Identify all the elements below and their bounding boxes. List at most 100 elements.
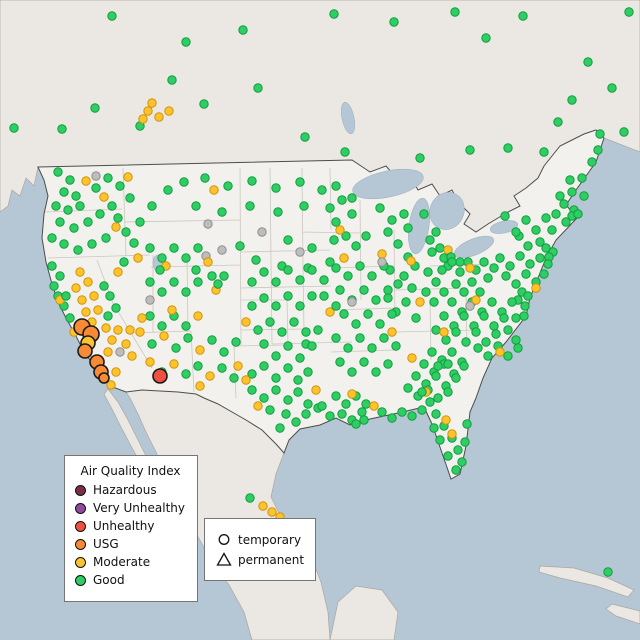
- station-marker[interactable]: [439, 327, 449, 337]
- station-marker[interactable]: [511, 335, 521, 345]
- station-marker[interactable]: [359, 357, 369, 367]
- station-marker[interactable]: [465, 145, 475, 155]
- station-marker[interactable]: [462, 419, 472, 429]
- station-marker[interactable]: [275, 423, 285, 433]
- station-marker[interactable]: [383, 227, 393, 237]
- station-marker[interactable]: [271, 277, 281, 287]
- station-marker[interactable]: [421, 287, 431, 297]
- station-marker[interactable]: [157, 253, 167, 263]
- station-marker[interactable]: [340, 147, 350, 157]
- station-marker[interactable]: [423, 267, 433, 277]
- station-marker[interactable]: [473, 343, 483, 353]
- station-marker[interactable]: [459, 287, 469, 297]
- station-marker[interactable]: [209, 185, 219, 195]
- station-marker[interactable]: [145, 295, 155, 305]
- station-marker[interactable]: [271, 373, 281, 383]
- station-marker[interactable]: [181, 287, 191, 297]
- station-marker[interactable]: [391, 341, 401, 351]
- station-marker[interactable]: [113, 213, 123, 223]
- station-marker[interactable]: [113, 325, 123, 335]
- station-marker[interactable]: [359, 285, 369, 295]
- station-marker[interactable]: [403, 383, 413, 393]
- station-marker[interactable]: [377, 249, 387, 259]
- station-marker[interactable]: [191, 201, 201, 211]
- station-marker[interactable]: [435, 243, 445, 253]
- station-marker[interactable]: [238, 25, 248, 35]
- station-marker[interactable]: [441, 335, 451, 345]
- station-marker[interactable]: [157, 321, 167, 331]
- station-marker[interactable]: [47, 233, 57, 243]
- station-marker[interactable]: [319, 291, 329, 301]
- station-marker[interactable]: [251, 255, 261, 265]
- station-marker[interactable]: [459, 361, 469, 371]
- station-marker[interactable]: [259, 393, 269, 403]
- station-marker[interactable]: [439, 287, 449, 297]
- station-marker[interactable]: [329, 9, 339, 19]
- station-marker[interactable]: [519, 311, 529, 321]
- station-marker[interactable]: [460, 437, 470, 447]
- station-marker[interactable]: [195, 381, 205, 391]
- station-marker[interactable]: [247, 385, 257, 395]
- station-marker[interactable]: [138, 114, 148, 124]
- station-marker[interactable]: [181, 253, 191, 263]
- station-marker[interactable]: [415, 153, 425, 163]
- station-marker[interactable]: [283, 395, 293, 405]
- station-marker[interactable]: [450, 7, 460, 17]
- station-marker[interactable]: [603, 567, 613, 577]
- station-marker[interactable]: [75, 267, 85, 277]
- station-marker[interactable]: [389, 17, 399, 27]
- station-marker[interactable]: [95, 209, 105, 219]
- station-marker[interactable]: [143, 106, 153, 116]
- station-marker[interactable]: [69, 223, 79, 233]
- station-marker[interactable]: [541, 213, 551, 223]
- station-marker[interactable]: [49, 281, 59, 291]
- station-marker[interactable]: [441, 415, 451, 425]
- station-marker[interactable]: [71, 283, 81, 293]
- station-marker[interactable]: [77, 295, 87, 305]
- station-marker[interactable]: [205, 371, 215, 381]
- station-marker[interactable]: [343, 343, 353, 353]
- station-marker[interactable]: [511, 227, 521, 237]
- station-marker[interactable]: [331, 391, 341, 401]
- station-marker[interactable]: [481, 337, 491, 347]
- station-marker[interactable]: [99, 192, 109, 202]
- station-marker[interactable]: [283, 363, 293, 373]
- station-marker[interactable]: [499, 313, 509, 323]
- station-marker[interactable]: [447, 257, 457, 267]
- station-marker[interactable]: [447, 347, 457, 357]
- station-marker[interactable]: [307, 341, 317, 351]
- station-marker[interactable]: [367, 343, 377, 353]
- station-marker[interactable]: [339, 253, 349, 263]
- station-marker[interactable]: [119, 257, 129, 267]
- station-marker[interactable]: [371, 295, 381, 305]
- station-marker[interactable]: [113, 267, 123, 277]
- station-marker[interactable]: [523, 241, 533, 251]
- station-marker[interactable]: [577, 173, 587, 183]
- station-marker[interactable]: [277, 327, 287, 337]
- station-marker[interactable]: [433, 393, 443, 403]
- station-marker[interactable]: [341, 399, 351, 409]
- station-marker[interactable]: [169, 243, 179, 253]
- station-marker[interactable]: [183, 333, 193, 343]
- station-marker[interactable]: [487, 297, 497, 307]
- station-marker[interactable]: [283, 341, 293, 351]
- station-marker[interactable]: [503, 325, 513, 335]
- station-marker[interactable]: [193, 277, 203, 287]
- station-marker[interactable]: [451, 465, 461, 475]
- station-marker[interactable]: [125, 193, 135, 203]
- station-marker[interactable]: [347, 297, 357, 307]
- station-marker[interactable]: [501, 271, 511, 281]
- station-marker[interactable]: [207, 271, 217, 281]
- station-marker[interactable]: [283, 291, 293, 301]
- station-marker[interactable]: [55, 217, 65, 227]
- station-marker[interactable]: [171, 343, 181, 353]
- station-marker[interactable]: [403, 223, 413, 233]
- station-marker[interactable]: [351, 241, 361, 251]
- station-marker[interactable]: [337, 409, 347, 419]
- station-marker[interactable]: [235, 241, 245, 251]
- station-marker[interactable]: [159, 331, 169, 341]
- station-marker[interactable]: [335, 357, 345, 367]
- station-marker[interactable]: [513, 343, 523, 353]
- station-marker[interactable]: [301, 327, 311, 337]
- station-marker[interactable]: [431, 409, 441, 419]
